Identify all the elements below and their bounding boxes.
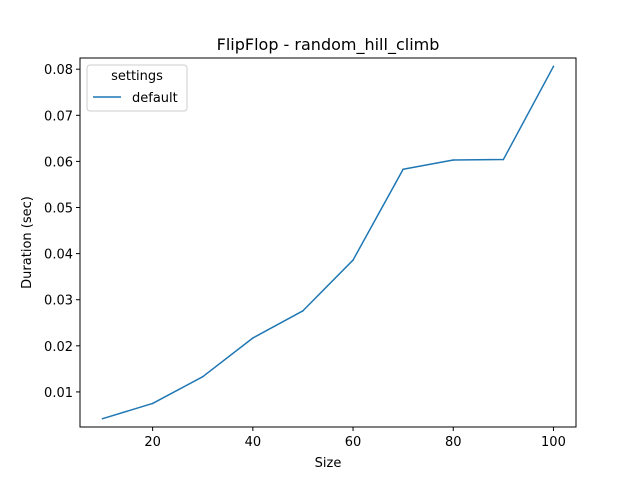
y-tick-label: 0.01 bbox=[44, 386, 73, 401]
legend-title: settings bbox=[111, 69, 163, 84]
x-tick-label: 40 bbox=[245, 435, 262, 450]
y-tick-label: 0.07 bbox=[44, 109, 73, 124]
x-axis: 20 40 60 80 100 bbox=[144, 427, 566, 450]
data-point bbox=[151, 402, 154, 405]
data-point bbox=[402, 168, 404, 171]
data-point bbox=[452, 159, 455, 161]
legend-label-default: default bbox=[132, 91, 178, 106]
axes-frame bbox=[79, 57, 577, 428]
legend-box bbox=[86, 64, 188, 112]
series-line-default bbox=[101, 65, 555, 420]
x-tick-label: 20 bbox=[144, 435, 161, 450]
data-point bbox=[252, 337, 254, 339]
data-point bbox=[502, 158, 505, 161]
x-tick-label: 100 bbox=[541, 435, 566, 450]
y-tick-label: 0.04 bbox=[44, 248, 73, 263]
y-tick-label: 0.03 bbox=[44, 294, 73, 309]
x-tick-label: 80 bbox=[445, 435, 462, 450]
data-point bbox=[352, 259, 354, 261]
data-point bbox=[302, 309, 304, 312]
y-tick-label: 0.06 bbox=[44, 155, 73, 170]
chart-title: FlipFlop - random_hill_climb bbox=[217, 35, 440, 55]
plot-area bbox=[101, 65, 555, 420]
y-axis-label: Duration (sec) bbox=[20, 196, 35, 289]
y-tick-label: 0.08 bbox=[44, 63, 73, 78]
data-point bbox=[552, 65, 555, 68]
data-point bbox=[201, 375, 204, 378]
legend: settings default bbox=[86, 64, 188, 112]
y-tick-label: 0.02 bbox=[44, 340, 73, 355]
x-tick-label: 60 bbox=[345, 435, 362, 450]
y-tick-label: 0.05 bbox=[44, 202, 73, 217]
x-axis-label: Size bbox=[315, 456, 342, 471]
y-axis: 0.01 0.02 0.03 0.04 0.05 0.06 0.07 0.08 bbox=[44, 63, 80, 401]
data-point bbox=[101, 417, 104, 420]
